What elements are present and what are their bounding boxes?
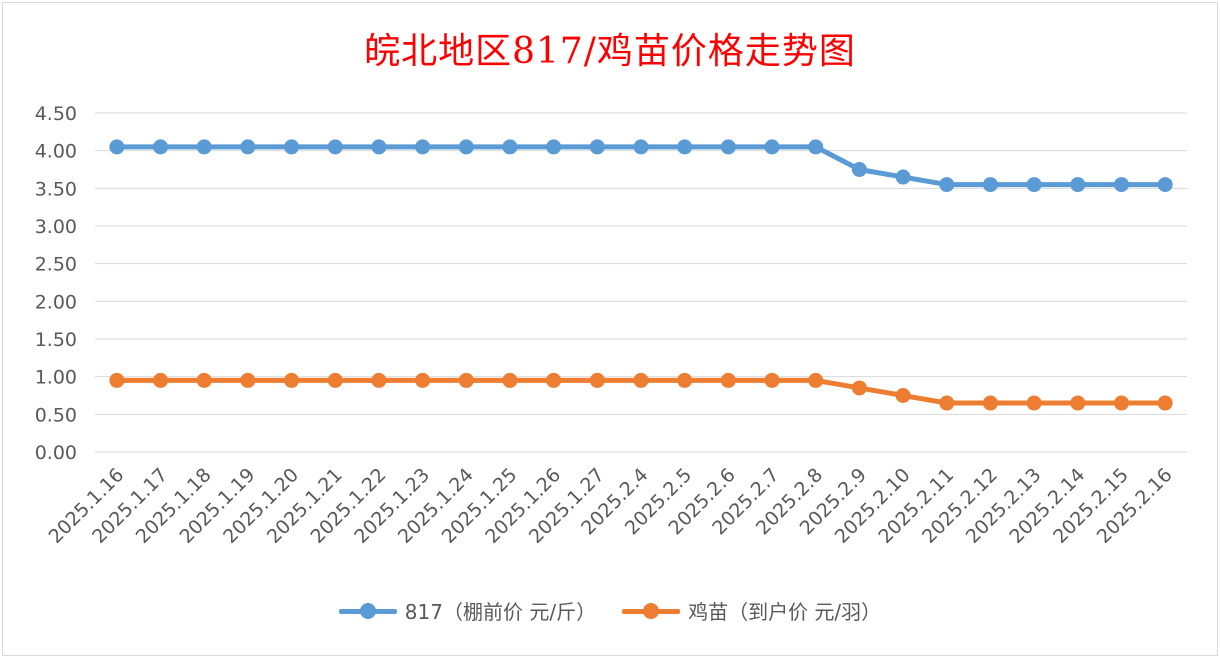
data-point-0	[982, 177, 998, 193]
data-point-0	[764, 139, 780, 155]
data-point-1	[677, 372, 693, 388]
data-point-1	[327, 372, 343, 388]
data-point-0	[415, 139, 431, 155]
legend-swatch-chick	[622, 600, 681, 622]
data-point-1	[1070, 395, 1086, 411]
data-point-1	[458, 372, 474, 388]
series-group	[109, 139, 1173, 411]
data-point-1	[982, 395, 998, 411]
data-point-0	[109, 139, 125, 155]
data-point-1	[851, 380, 867, 396]
legend-item-chick: 鸡苗（到户价 元/羽）	[622, 596, 881, 625]
y-tick-label: 2.00	[35, 291, 77, 313]
data-point-1	[633, 372, 649, 388]
data-point-1	[546, 372, 562, 388]
data-point-1	[939, 395, 955, 411]
data-point-1	[589, 372, 605, 388]
data-point-0	[808, 139, 824, 155]
data-point-1	[240, 372, 256, 388]
data-point-0	[851, 162, 867, 177]
data-point-0	[284, 139, 300, 155]
data-point-1	[109, 372, 125, 388]
data-point-0	[1157, 177, 1173, 193]
data-point-1	[371, 372, 387, 388]
data-point-1	[895, 388, 911, 403]
legend-label-817: 817（棚前价 元/斤）	[404, 600, 597, 624]
y-tick-label: 2.50	[35, 254, 77, 276]
legend: 817（棚前价 元/斤） 鸡苗（到户价 元/羽）	[0, 596, 1220, 625]
y-tick-label: 4.00	[35, 141, 77, 163]
data-point-0	[939, 177, 955, 193]
data-point-0	[240, 139, 256, 155]
data-point-1	[196, 372, 212, 388]
data-point-1	[1157, 395, 1173, 411]
data-point-0	[502, 139, 518, 155]
data-point-1	[1026, 395, 1042, 411]
data-point-1	[502, 372, 518, 388]
data-point-1	[720, 372, 736, 388]
data-point-0	[327, 139, 343, 155]
data-point-0	[371, 139, 387, 155]
data-point-0	[677, 139, 693, 155]
data-point-0	[589, 139, 605, 155]
x-axis-ticks: 2025.1.162025.1.172025.1.182025.1.192025…	[44, 464, 1176, 548]
data-point-1	[153, 372, 169, 388]
data-point-0	[546, 139, 562, 155]
data-point-0	[1113, 177, 1129, 193]
data-point-0	[1070, 177, 1086, 193]
y-tick-label: 0.00	[35, 442, 77, 464]
data-point-0	[895, 169, 911, 185]
data-point-1	[284, 372, 300, 388]
legend-swatch-817	[338, 600, 397, 622]
data-point-0	[633, 139, 649, 155]
data-point-0	[1026, 177, 1042, 193]
data-point-0	[458, 139, 474, 155]
data-point-1	[1113, 395, 1129, 411]
y-tick-label: 1.50	[35, 329, 77, 351]
y-tick-label: 0.50	[35, 404, 77, 426]
data-point-0	[720, 139, 736, 155]
data-point-1	[808, 372, 824, 388]
y-tick-label: 3.00	[35, 216, 77, 238]
legend-item-817: 817（棚前价 元/斤）	[338, 596, 597, 625]
data-point-0	[153, 139, 169, 155]
data-point-0	[196, 139, 212, 155]
y-tick-label: 1.00	[35, 367, 77, 389]
y-tick-label: 4.50	[35, 103, 77, 125]
y-tick-label: 3.50	[35, 178, 77, 200]
data-point-1	[415, 372, 431, 388]
chart-title: 皖北地区817/鸡苗价格走势图	[364, 31, 856, 72]
y-axis-ticks: 0.00 0.50 1.00 1.50 2.00 2.50 3.00 3.50 4.00 4.50	[35, 103, 77, 464]
data-point-1	[764, 372, 780, 388]
legend-label-chick: 鸡苗（到户价 元/羽）	[688, 600, 882, 624]
